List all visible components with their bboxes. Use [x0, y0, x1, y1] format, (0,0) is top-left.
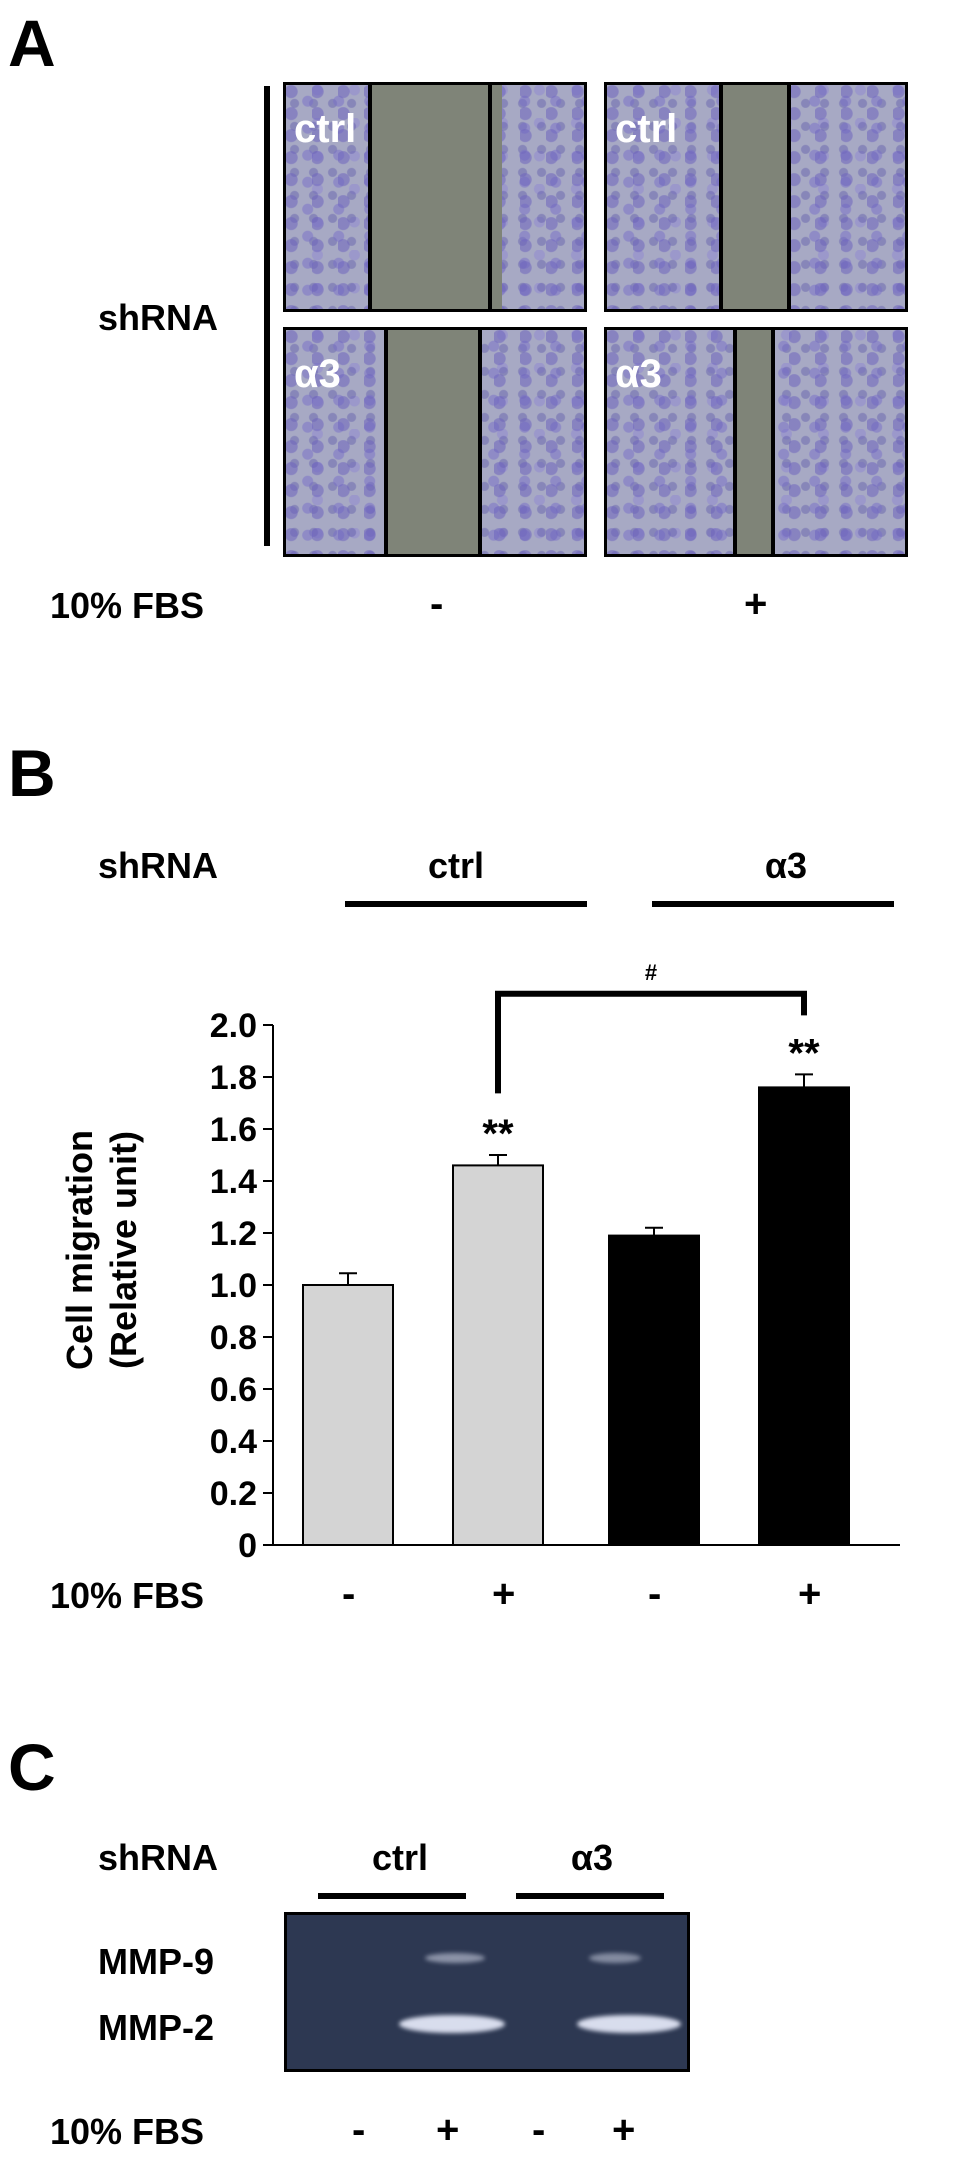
panel-a-letter: A [8, 6, 56, 80]
bar-2 [452, 1164, 544, 1546]
y-tick-label: 0 [238, 1527, 257, 1565]
panel-c-group-ctrl: ctrl [371, 1837, 429, 1878]
micrograph-label: α3 [615, 352, 662, 396]
band-mmp2-ctrl-plus [399, 2015, 505, 2033]
panel-c-band-mmp9: MMP-9 [98, 1941, 214, 1982]
panel-a-shrna-label: shRNA [98, 297, 219, 338]
zymography-gel [284, 1912, 690, 2072]
band-mmp9-ctrl-plus [425, 1953, 485, 1963]
shrna-bracket-line [264, 86, 270, 546]
panel-c-fbs-cond-2: + [436, 2108, 460, 2152]
significance-4: ** [788, 1031, 820, 1075]
micrograph-label: α3 [294, 352, 341, 396]
y-tick-label: 0.4 [210, 1423, 257, 1461]
y-tick-label: 0.2 [210, 1475, 257, 1513]
bar-3 [608, 1234, 700, 1546]
panel-c-group-a3: α3 [570, 1837, 614, 1878]
panel-a-fbs-label: 10% FBS [50, 585, 205, 626]
panel-c-letter: C [8, 1730, 56, 1804]
panel-b-group-a3-line [652, 901, 894, 907]
panel-b-fbs-cond-2: + [492, 1572, 516, 1616]
panel-b-fbs-label: 10% FBS [50, 1575, 205, 1616]
panel-c-band-mmp2: MMP-2 [98, 2007, 214, 2048]
y-tick-label: 2.0 [210, 1007, 257, 1045]
significance-2: ** [482, 1112, 514, 1156]
panel-b-letter: B [8, 736, 56, 810]
band-mmp2-a3-plus [577, 2015, 681, 2033]
panel-c-fbs-label: 10% FBS [50, 2111, 205, 2152]
micrograph-label: ctrl [294, 107, 357, 151]
y-tick-label: 1.4 [210, 1163, 257, 1201]
micrograph-ctrl-minus: ctrl [283, 82, 587, 312]
panel-a-fbs-minus: - [430, 582, 444, 626]
panel-c-fbs-cond-1: - [352, 2108, 366, 2152]
panel-b-group-a3: α3 [764, 845, 808, 886]
y-tick-label: 1.2 [210, 1215, 257, 1253]
y-tick-label: 0.8 [210, 1319, 257, 1357]
panel-b-fbs-cond-4: + [798, 1572, 822, 1616]
y-axis-title: Cell migration(Relative unit) [59, 1130, 144, 1370]
micrograph-ctrl-plus: ctrl [604, 82, 908, 312]
panel-b-shrna-label: shRNA [98, 845, 219, 886]
comparison-bracket [495, 990, 807, 1094]
panel-b-fbs-cond-3: - [648, 1572, 662, 1616]
bar-1 [302, 1284, 394, 1546]
bar-4 [758, 1086, 850, 1546]
y-tick-label: 0.6 [210, 1371, 257, 1409]
panel-b-group-ctrl: ctrl [427, 845, 485, 886]
panel-a-fbs-plus: + [744, 582, 768, 626]
bar-chart: 0 0.2 0.4 0.6 0.8 1.0 1.2 1.4 1.6 1.8 2.0 Cell migr… [59, 960, 900, 1565]
band-mmp9-a3-plus [589, 1953, 641, 1963]
micrograph-a3-plus: α3 [604, 327, 908, 557]
micrograph-a3-minus: α3 [283, 327, 587, 557]
comparison-mark: # [645, 960, 657, 985]
panel-c-shrna-label: shRNA [98, 1837, 219, 1878]
panel-c-fbs-cond-3: - [532, 2108, 546, 2152]
panel-c-group-a3-line [516, 1893, 664, 1899]
panel-b-fbs-cond-1: - [342, 1572, 356, 1616]
micrograph-label: ctrl [615, 107, 678, 151]
y-tick-label: 1.0 [210, 1267, 257, 1305]
panel-c-group-ctrl-line [318, 1893, 466, 1899]
y-tick-label: 1.8 [210, 1059, 257, 1097]
y-tick-label: 1.6 [210, 1111, 257, 1149]
panel-c-fbs-cond-4: + [612, 2108, 636, 2152]
panel-b-group-ctrl-line [345, 901, 587, 907]
